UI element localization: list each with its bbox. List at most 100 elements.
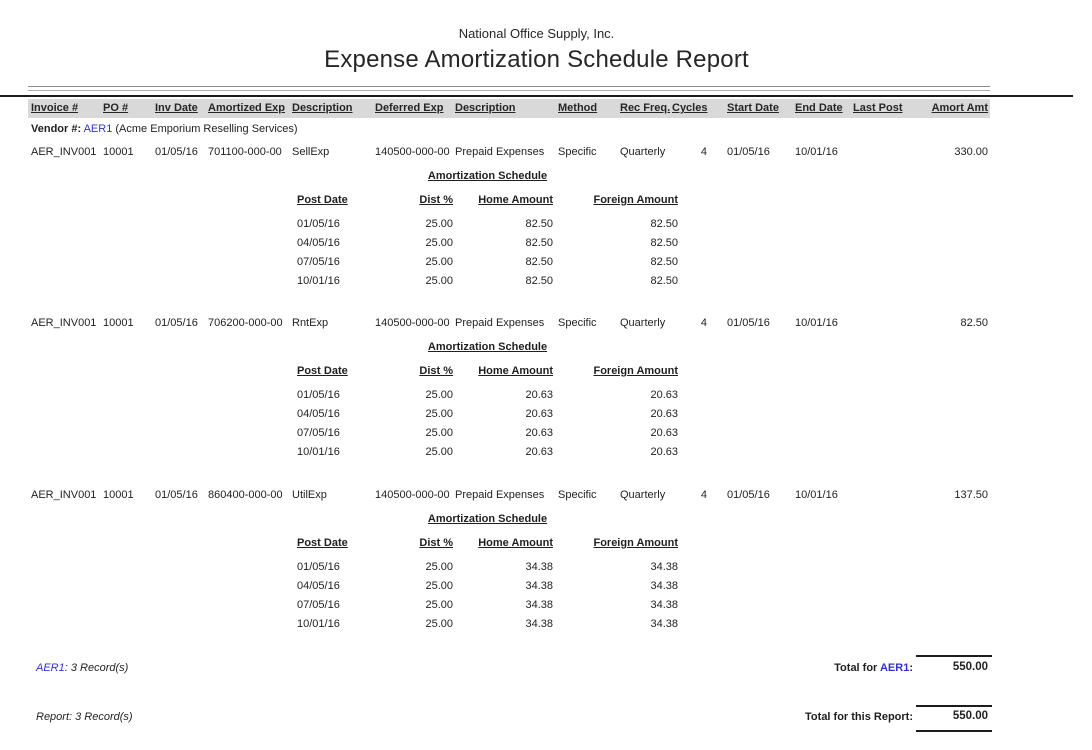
title-divider-double-rule xyxy=(28,86,990,91)
schedule-dist-pct: 25.00 xyxy=(425,218,453,230)
schedule-header-row: Post Date Dist % Home Amount Foreign Amo… xyxy=(0,537,1092,551)
schedule-dist-pct: 25.00 xyxy=(425,389,453,401)
col-last-post: Last Post xyxy=(853,102,903,114)
col-amort-amt: Amort Amt xyxy=(931,102,988,114)
cell-deferred-desc: Prepaid Expenses xyxy=(455,317,545,329)
schedule-post-date: 01/05/16 xyxy=(297,561,340,573)
cell-amortized-desc: RntExp xyxy=(292,317,329,329)
vendor-label: Vendor #: xyxy=(31,123,82,135)
schedule-post-date: 07/05/16 xyxy=(297,427,340,439)
schedule-foreign-amount: 82.50 xyxy=(650,237,678,249)
schedule-post-date: 01/05/16 xyxy=(297,218,340,230)
cell-end-date: 10/01/16 xyxy=(795,489,838,501)
schedule-row: 01/05/16 25.00 20.63 20.63 xyxy=(0,389,1092,403)
schedule-col-post-date: Post Date xyxy=(297,194,348,206)
schedule-foreign-amount: 20.63 xyxy=(650,408,678,420)
schedule-dist-pct: 25.00 xyxy=(425,580,453,592)
schedule-col-dist-pct: Dist % xyxy=(419,365,453,377)
schedule-col-foreign-amount: Foreign Amount xyxy=(593,365,678,377)
table-row: AER_INV001 10001 01/05/16 706200-000-00 … xyxy=(0,317,1092,331)
schedule-dist-pct: 25.00 xyxy=(425,446,453,458)
schedule-dist-pct: 25.00 xyxy=(425,237,453,249)
cell-inv-date: 01/05/16 xyxy=(155,146,198,158)
schedule-col-dist-pct: Dist % xyxy=(419,537,453,549)
col-po-number: PO # xyxy=(103,102,129,114)
vendor-count-text: : 3 Record(s) xyxy=(64,662,129,674)
cell-end-date: 10/01/16 xyxy=(795,146,838,158)
schedule-col-dist-pct: Dist % xyxy=(419,194,453,206)
cell-deferred-exp: 140500-000-00 xyxy=(375,489,450,501)
schedule-post-date: 01/05/16 xyxy=(297,389,340,401)
schedule-row: 04/05/16 25.00 82.50 82.50 xyxy=(0,237,1092,251)
col-end-date: End Date xyxy=(795,102,843,114)
schedule-post-date: 04/05/16 xyxy=(297,408,340,420)
total-for-text: Total for xyxy=(834,662,880,674)
report-total-label: Total for this Report: xyxy=(805,711,913,723)
schedule-foreign-amount: 82.50 xyxy=(650,256,678,268)
schedule-dist-pct: 25.00 xyxy=(425,599,453,611)
schedule-row: 01/05/16 25.00 82.50 82.50 xyxy=(0,218,1092,232)
cell-cycles: 4 xyxy=(700,146,707,158)
cell-amort-amt: 137.50 xyxy=(954,489,988,501)
cell-po-number: 10001 xyxy=(103,317,134,329)
schedule-row: 07/05/16 25.00 82.50 82.50 xyxy=(0,256,1092,270)
schedule-col-home-amount: Home Amount xyxy=(478,365,553,377)
col-start-date: Start Date xyxy=(727,102,779,114)
col-amortized-exp: Amortized Exp xyxy=(208,102,286,114)
cell-amortized-exp: 860400-000-00 xyxy=(208,489,283,501)
schedule-dist-pct: 25.00 xyxy=(425,256,453,268)
schedule-col-foreign-amount: Foreign Amount xyxy=(593,194,678,206)
schedule-dist-pct: 25.00 xyxy=(425,427,453,439)
vendor-total-rule xyxy=(916,655,992,657)
cell-method: Specific xyxy=(558,146,597,158)
schedule-foreign-amount: 34.38 xyxy=(650,580,678,592)
report-total-rule-bottom xyxy=(916,730,992,732)
cell-po-number: 10001 xyxy=(103,489,134,501)
schedule-dist-pct: 25.00 xyxy=(425,561,453,573)
schedule-post-date: 07/05/16 xyxy=(297,256,340,268)
vendor-code: AER1 xyxy=(36,662,65,674)
col-cycles: Cycles xyxy=(672,102,708,114)
schedule-home-amount: 20.63 xyxy=(525,446,553,458)
table-header-row: Invoice # PO # Inv Date Amortized Exp De… xyxy=(0,99,1092,118)
schedule-row: 07/05/16 25.00 20.63 20.63 xyxy=(0,427,1092,441)
schedule-foreign-amount: 34.38 xyxy=(650,561,678,573)
schedule-post-date: 07/05/16 xyxy=(297,599,340,611)
cell-po-number: 10001 xyxy=(103,146,134,158)
cell-inv-date: 01/05/16 xyxy=(155,317,198,329)
schedule-foreign-amount: 34.38 xyxy=(650,618,678,630)
table-header-band xyxy=(28,99,990,118)
report-total-rule-top xyxy=(916,705,992,707)
col-rec-freq: Rec Freq. xyxy=(620,102,671,114)
cell-end-date: 10/01/16 xyxy=(795,317,838,329)
schedule-header-row: Post Date Dist % Home Amount Foreign Amo… xyxy=(0,194,1092,208)
table-row: AER_INV001 10001 01/05/16 860400-000-00 … xyxy=(0,489,1092,503)
schedule-post-date: 10/01/16 xyxy=(297,275,340,287)
schedule-foreign-amount: 20.63 xyxy=(650,427,678,439)
schedule-home-amount: 82.50 xyxy=(525,256,553,268)
cell-invoice-number: AER_INV001 xyxy=(31,146,97,158)
col-method: Method xyxy=(558,102,598,114)
schedule-home-amount: 34.38 xyxy=(525,580,553,592)
schedule-home-amount: 34.38 xyxy=(525,561,553,573)
table-row: AER_INV001 10001 01/05/16 701100-000-00 … xyxy=(0,146,1092,160)
cell-amortized-exp: 701100-000-00 xyxy=(208,146,282,158)
schedule-col-post-date: Post Date xyxy=(297,537,348,549)
cell-amortized-desc: UtilExp xyxy=(292,489,327,501)
col-description-2: Description xyxy=(455,102,516,114)
cell-cycles: 4 xyxy=(700,317,707,329)
cell-amort-amt: 330.00 xyxy=(954,146,988,158)
vendor-code: AER1 xyxy=(83,123,113,135)
schedule-home-amount: 34.38 xyxy=(525,599,553,611)
schedule-row: 04/05/16 25.00 20.63 20.63 xyxy=(0,408,1092,422)
colon-text: : xyxy=(909,662,913,674)
cell-deferred-exp: 140500-000-00 xyxy=(375,317,450,329)
col-inv-date: Inv Date xyxy=(155,102,198,114)
schedule-header-row: Post Date Dist % Home Amount Foreign Amo… xyxy=(0,365,1092,379)
cell-start-date: 01/05/16 xyxy=(727,146,770,158)
company-name: National Office Supply, Inc. xyxy=(458,26,615,41)
amortization-schedule-title: Amortization Schedule xyxy=(427,341,548,353)
schedule-dist-pct: 25.00 xyxy=(425,618,453,630)
vendor-name: (Acme Emporium Reselling Services) xyxy=(115,123,298,135)
